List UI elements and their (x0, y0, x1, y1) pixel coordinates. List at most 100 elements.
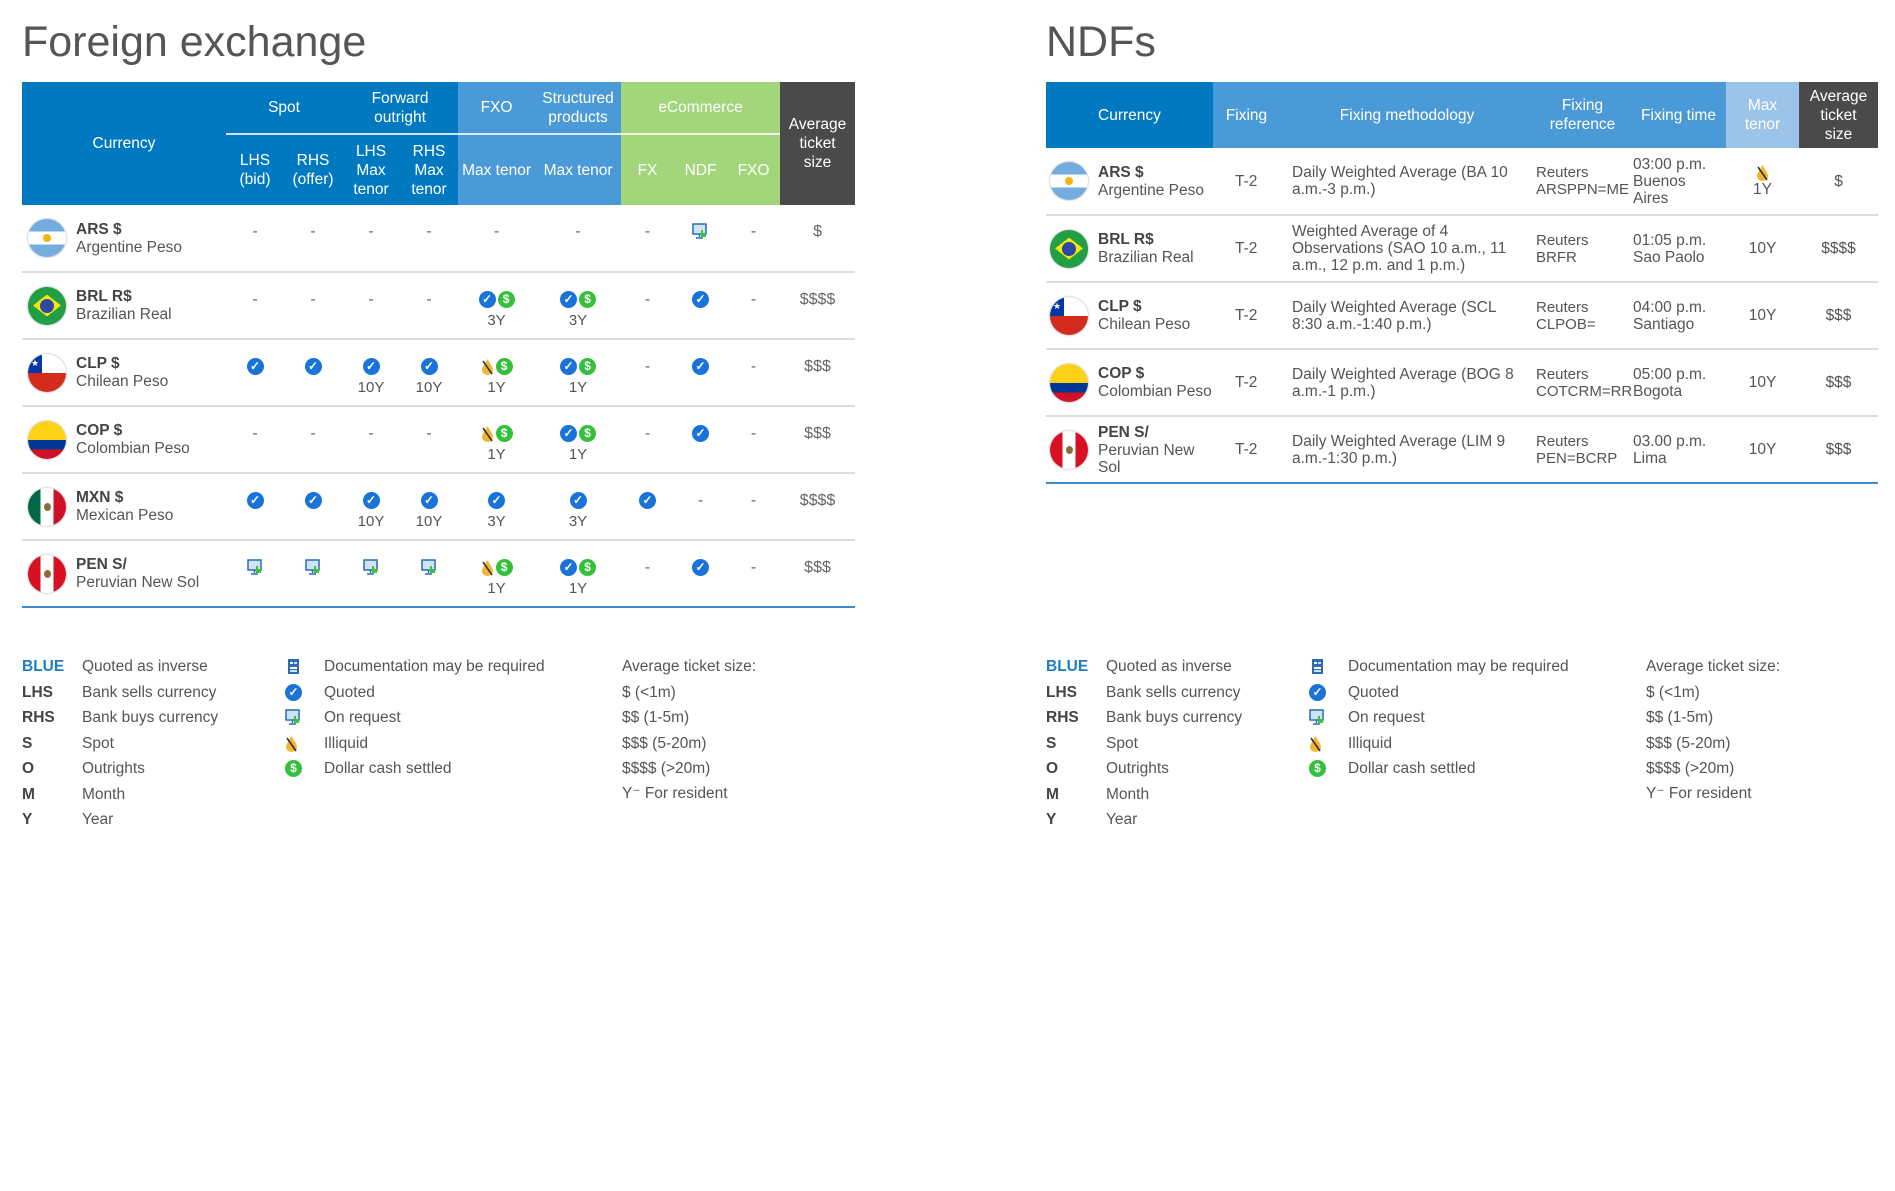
check-icon: ✓ (420, 491, 438, 509)
illiquid-icon (481, 559, 494, 576)
dash: - (368, 424, 374, 442)
legend-abbr: Y (1046, 811, 1057, 828)
fixing: T-2 (1213, 416, 1280, 484)
legend-desc: Spot (1106, 734, 1138, 752)
subheader: NDF (674, 134, 728, 205)
max-tenor-cell: 10Y (1726, 349, 1799, 417)
dollar-icon: $ (495, 558, 513, 576)
header-fxo: FXO (458, 82, 536, 135)
dash: - (750, 290, 757, 308)
flag-pe-icon (28, 554, 66, 593)
tenor: 3Y (487, 311, 506, 329)
currency-code: PEN S/ (76, 556, 127, 573)
product-cell: - (727, 406, 781, 474)
currency-name: Colombian Peso (76, 440, 190, 457)
illiquid-icon (1756, 164, 1769, 182)
max-tenor: 10Y (1748, 441, 1777, 458)
legend-icon-label: Documentation may be required (324, 658, 545, 675)
tenor: 10Y (357, 378, 385, 396)
table-row: ★ CLP $ Chilean Peso T-2 Daily Weighted Av… (1046, 282, 1878, 350)
product-cell: ✓ (226, 339, 284, 407)
product-cell: $1Y (458, 339, 536, 407)
dollar-icon: $ (497, 290, 515, 308)
fixing-methodology: Daily Weighted Average (BA 10 a.m.-3 p.m… (1280, 148, 1534, 216)
product-cell: ✓ $3Y (535, 272, 622, 340)
max-tenor-cell: 10Y (1726, 416, 1799, 484)
dollar-icon: $ (495, 424, 513, 442)
subheader: Max tenor (458, 134, 536, 205)
table-row: BRL R$ Brazilian Real T-2 Weighted Averag… (1046, 215, 1878, 283)
avg-ticket: $$$ (780, 540, 856, 608)
check-icon: ✓ (285, 683, 302, 701)
legend-ticket: $$$$ (>20m) (622, 760, 711, 777)
product-cell (342, 540, 401, 608)
legend-abbr: S (22, 734, 33, 752)
fx-table: Currency Spot Forward outright FXO Struc… (22, 82, 856, 608)
currency-cell: ARS $ Argentine Peso (1046, 148, 1213, 216)
header-ecommerce: eCommerce (621, 82, 781, 135)
product-cell: - (226, 272, 284, 340)
check-icon: ✓ (478, 290, 496, 308)
fixing-time: 03.00 p.m. Lima (1631, 416, 1726, 484)
product-cell: - (458, 205, 536, 273)
legend-abbr: LHS (1046, 683, 1077, 701)
product-cell: ✓ (284, 473, 343, 541)
product-cell: - (226, 205, 284, 273)
legend-abbr: M (22, 785, 35, 803)
table-row: PEN S/Peruvian New Sol $1Y ✓ $1Y - ✓ - $$$ (22, 540, 856, 608)
tenor: 10Y (357, 512, 385, 530)
product-cell: ✓ 3Y (458, 473, 536, 541)
avg-ticket: $$$$ (780, 473, 856, 541)
product-cell: - (621, 205, 675, 273)
product-cell: - (400, 272, 459, 340)
product-cell: ✓ $1Y (535, 406, 622, 474)
on-request-icon (246, 559, 264, 576)
dash: - (310, 290, 316, 308)
product-cell (226, 540, 284, 608)
illiquid-icon (1309, 735, 1322, 752)
fixing-methodology: Daily Weighted Average (SCL 8:30 a.m.-1:… (1280, 282, 1534, 350)
subheader: LHS Max tenor (342, 134, 401, 205)
legend-abbr: M (1046, 785, 1059, 803)
product-cell: ✓ (674, 339, 728, 407)
product-cell: ✓ (226, 473, 284, 541)
dash: - (368, 223, 374, 240)
table-row: ARS $ Argentine Peso - - - - - - - - $ (22, 205, 856, 273)
flag-br-icon (1050, 229, 1088, 268)
currency-name: Peruvian New Sol (1098, 441, 1195, 476)
dollar-icon: $ (579, 558, 597, 576)
fixing-methodology: Weighted Average of 4 Observations (SAO … (1280, 215, 1534, 283)
documentation-icon (285, 658, 302, 675)
tenor: 3Y (487, 512, 506, 530)
product-cell: - (727, 339, 781, 407)
legend-fx: BLUE Quoted as inverse LHS Bank sells curre… (22, 655, 842, 855)
legend-abbr: O (1046, 760, 1059, 777)
product-cell: ✓ 10Y (400, 339, 459, 407)
product-cell: - (342, 205, 401, 273)
check-icon: ✓ (692, 424, 710, 442)
table-row: COP $ Colombian Peso - - - - $1Y ✓ $1Y - ✓ - $$$ (22, 406, 856, 474)
legend-desc: Year (1106, 811, 1138, 828)
subheader: RHS Max tenor (400, 134, 459, 205)
currency-code: ARS $ (1098, 163, 1144, 181)
fixing: T-2 (1213, 282, 1280, 350)
tenor: 1Y (487, 378, 506, 396)
fx-title: Foreign exchange (22, 18, 367, 66)
product-cell: - (226, 406, 284, 474)
dash: - (750, 357, 757, 375)
currency-name: Mexican Peso (76, 507, 174, 524)
check-icon: ✓ (246, 357, 264, 375)
dash: - (644, 558, 651, 576)
dash: - (697, 491, 704, 509)
currency-cell: ARS $ Argentine Peso (22, 205, 226, 273)
legend-desc: Month (1106, 785, 1150, 803)
product-cell: - (621, 540, 675, 608)
tenor: 1Y (568, 378, 588, 396)
dash: - (644, 223, 651, 240)
legend-abbr: RHS (1046, 709, 1079, 726)
legend-abbr: RHS (22, 709, 55, 726)
legend-desc: Outrights (1106, 760, 1169, 777)
header-spot: Spot (226, 82, 343, 135)
tenor: 1Y (487, 445, 506, 463)
legend-abbr: O (22, 760, 35, 777)
